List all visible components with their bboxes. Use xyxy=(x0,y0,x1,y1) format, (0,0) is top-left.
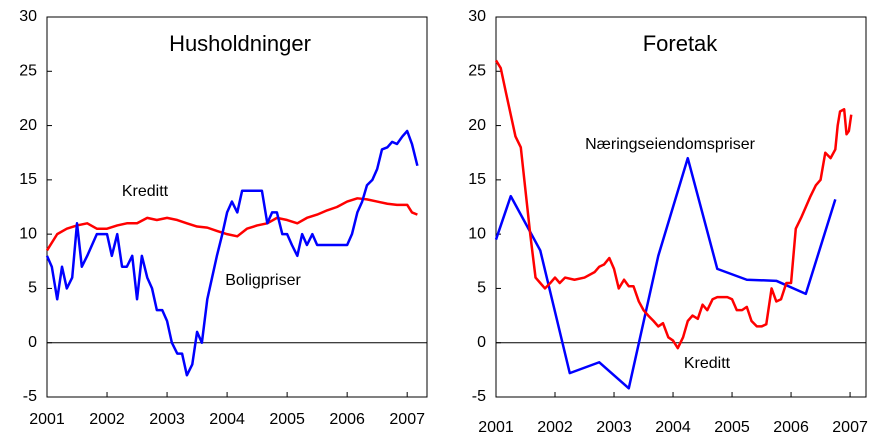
series-line xyxy=(494,59,853,350)
y-tick-label: 5 xyxy=(477,280,486,297)
x-tick-label: 2005 xyxy=(714,419,750,436)
series-label: Næringseiendomspriser xyxy=(585,136,756,153)
x-tick-label: 2006 xyxy=(329,411,365,428)
x-tick-label: 2005 xyxy=(269,411,305,428)
y-tick-label: 25 xyxy=(468,63,486,80)
y-tick-label: 30 xyxy=(19,8,37,25)
y-tick-label: -5 xyxy=(472,388,486,405)
series-label: Boligpriser xyxy=(225,272,301,289)
y-tick-label: 20 xyxy=(19,117,37,134)
x-tick-label: 2007 xyxy=(389,411,425,428)
series-line xyxy=(45,129,419,377)
x-tick-label: 2004 xyxy=(209,411,245,428)
y-tick-label: 15 xyxy=(19,171,37,188)
panel-title: Foretak xyxy=(643,31,719,56)
x-tick-label: 2001 xyxy=(29,411,65,428)
x-tick-label: 2004 xyxy=(655,419,691,436)
x-tick-label: 2001 xyxy=(478,419,514,436)
x-tick-label: 2003 xyxy=(596,419,632,436)
plot-frame xyxy=(495,16,867,398)
series-label: Kreditt xyxy=(122,183,169,200)
y-tick-label: 15 xyxy=(468,171,486,188)
series-line xyxy=(45,197,418,252)
y-tick-label: 25 xyxy=(19,63,37,80)
y-tick-label: 0 xyxy=(477,334,486,351)
y-tick-label: 10 xyxy=(468,225,486,242)
y-tick-label: 0 xyxy=(28,334,37,351)
x-tick-label: 2006 xyxy=(773,419,809,436)
series-line xyxy=(494,156,837,390)
y-tick-label: -5 xyxy=(23,388,37,405)
series-label: Kreditt xyxy=(684,355,731,372)
plot-frame xyxy=(46,16,428,398)
x-tick-label: 2003 xyxy=(149,411,185,428)
x-tick-label: 2002 xyxy=(537,419,573,436)
x-tick-label: 2007 xyxy=(832,419,868,436)
x-tick-label: 2002 xyxy=(89,411,125,428)
y-tick-label: 5 xyxy=(28,280,37,297)
y-tick-label: 10 xyxy=(19,225,37,242)
y-tick-label: 20 xyxy=(468,117,486,134)
y-tick-label: 30 xyxy=(468,8,486,25)
panel-title: Husholdninger xyxy=(169,31,311,56)
